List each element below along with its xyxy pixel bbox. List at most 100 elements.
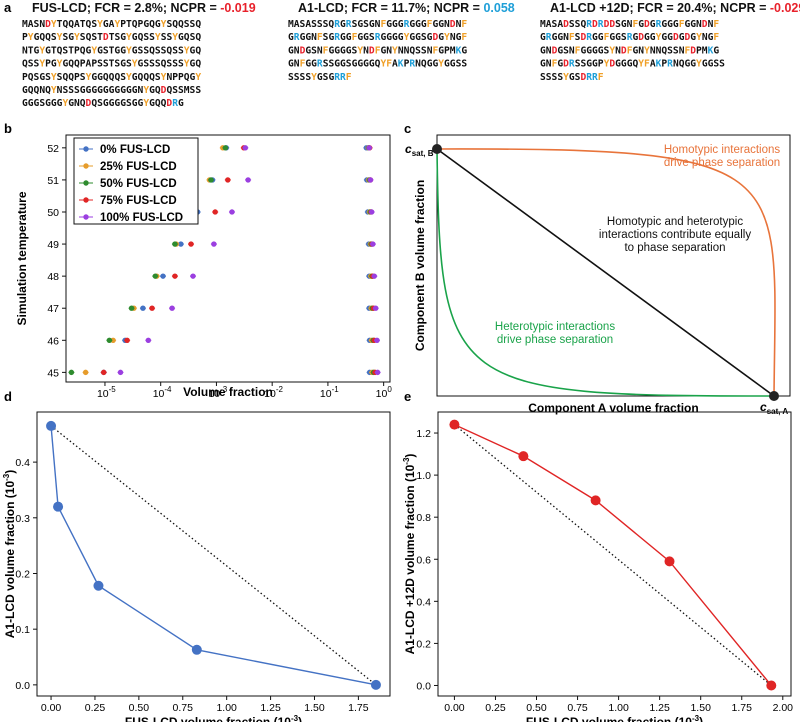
tick-base: 10 <box>320 388 332 400</box>
annotation-line: drive phase separation <box>497 334 613 346</box>
residue-run: D <box>563 59 569 70</box>
residue-run: S <box>575 32 581 43</box>
residue-run: SSSS <box>288 72 311 83</box>
x-tick-label-e: 1.00 <box>608 702 629 714</box>
residue-run: Y <box>39 59 45 70</box>
y-tick-label-b: 45 <box>47 367 59 379</box>
residue-run: D <box>45 19 51 30</box>
tick-exp: -4 <box>164 385 172 394</box>
title-part: -0.029 <box>770 1 800 15</box>
tick-base: 10 <box>376 388 388 400</box>
label-close: ) <box>403 454 417 458</box>
residue-run: NG <box>450 32 462 43</box>
residue-run: GPM <box>438 45 456 56</box>
residue-run: R <box>172 98 178 109</box>
residue-run: NNQSSN <box>398 45 433 56</box>
residue-run: Y <box>696 32 702 43</box>
residue-run: Y <box>28 32 34 43</box>
residue-run: N <box>363 45 369 56</box>
residue-run: GN <box>540 59 552 70</box>
tick-exp: -3 <box>220 385 228 394</box>
residue-run: SSSS <box>540 72 563 83</box>
residue-run: PM <box>696 45 708 56</box>
residue-run: GN <box>540 45 552 56</box>
residue-run: D <box>685 32 691 43</box>
x-tick-label-e: 0.25 <box>485 702 506 714</box>
residue-run: Y <box>51 72 57 83</box>
y-axis-label-c: Component B volume fraction <box>413 180 427 351</box>
y-tick-label-e: 0.4 <box>416 596 431 608</box>
residue-run: R <box>656 19 662 30</box>
data-point <box>190 273 196 279</box>
x-tick-label-d: 0.50 <box>129 702 150 714</box>
tick-exp: 0 <box>387 385 392 394</box>
data-point <box>191 644 202 655</box>
residue-run: D <box>552 45 558 56</box>
label-text: A1-LCD +12D volume fraction (10 <box>403 464 417 654</box>
plot-frame-b <box>65 134 391 383</box>
sequence-line: MASADSSQRDRDDSGNFGDGRGGGFGGNDNF <box>540 19 719 30</box>
residue-run: QSS <box>22 59 40 70</box>
residue-run: Y <box>51 19 57 30</box>
residue-run: SS <box>161 32 173 43</box>
x-tick-label-b: 10-2 <box>264 385 283 400</box>
title-part: FUS-LCD; FCR = 2.8%; NCPR = <box>32 1 220 15</box>
residue-run: GQSS <box>132 32 155 43</box>
homotypic-curve <box>436 148 776 397</box>
x-tick-label-d: 1.50 <box>304 702 325 714</box>
data-point <box>371 273 378 279</box>
csat-b-point <box>432 144 442 154</box>
tick-exp: -1 <box>332 385 340 394</box>
y-tick-label-b: 48 <box>47 271 59 283</box>
residue-run: R <box>334 19 340 30</box>
legend-label: 0% FUS-LCD <box>100 144 170 156</box>
sequence-line: SSSSYGSGRRF <box>288 72 352 83</box>
residue-run: G <box>638 19 644 30</box>
sequence-line: SSSSYGSDRRF <box>540 72 604 83</box>
data-point <box>101 369 107 376</box>
x-axis-label-d: FUS-LCD volume fraction (10-3) <box>125 714 302 722</box>
residue-run: G <box>690 32 696 43</box>
y-tick-label-b: 46 <box>47 335 59 347</box>
residue-run: GQ <box>190 59 202 70</box>
residue-run: GG <box>644 32 656 43</box>
x-tick-label-b: 10-4 <box>153 385 172 400</box>
equal-contribution-line <box>436 148 775 397</box>
x-tick-label-e: 1.50 <box>690 702 711 714</box>
residue-run: GGGGS <box>580 45 609 56</box>
residue-run: D <box>369 45 375 56</box>
sequence-line: GNDGSNFGGGGSYNDFGNYNNQSSNFDPMKG <box>540 45 719 56</box>
panel-label-c: c <box>404 121 411 136</box>
residue-run: Y <box>126 32 132 43</box>
label-exp: -3 <box>402 457 411 465</box>
residue-run: GGG <box>409 19 427 30</box>
x-tick-label-b: 10-3 <box>208 385 227 400</box>
data-point <box>211 241 217 247</box>
panel-label-b: b <box>4 121 12 136</box>
data-point <box>372 305 379 311</box>
residue-run: F <box>679 19 685 30</box>
residue-run: GSSSQSSS <box>138 59 184 70</box>
residue-run: F <box>552 59 558 70</box>
residue-run: Y <box>155 32 161 43</box>
legend-b: 0% FUS-LCD 25% FUS-LCD 50% FUS-LCD 75% FUS-… <box>73 137 199 225</box>
residue-run: R <box>667 59 673 70</box>
residue-run: QSGGGGSGG <box>91 98 143 109</box>
label-close: ) <box>3 470 17 474</box>
residue-run: SQST <box>80 32 103 43</box>
residue-run: Y <box>126 45 132 56</box>
sequence-line: GRGGNFSDRGGFGGSRGDGGYGGDGDGYNGF <box>540 32 719 43</box>
annotation-line: drive phase separation <box>664 157 780 169</box>
residue-run: Y <box>91 45 97 56</box>
residue-run: Y <box>114 19 120 30</box>
residue-run: G <box>679 32 685 43</box>
residue-run: A <box>650 59 656 70</box>
residue-run: G <box>288 32 294 43</box>
residue-run: F <box>461 32 467 43</box>
sequence-line: PQSGSYSQQPSYGGQQQSYGQQQSYNPPQGY <box>22 72 201 83</box>
residue-run: GN <box>288 45 300 56</box>
residue-run: Y <box>644 45 650 56</box>
residue-run: D <box>86 98 92 109</box>
label-exp: -3 <box>692 714 700 722</box>
residue-run: D <box>702 19 708 30</box>
